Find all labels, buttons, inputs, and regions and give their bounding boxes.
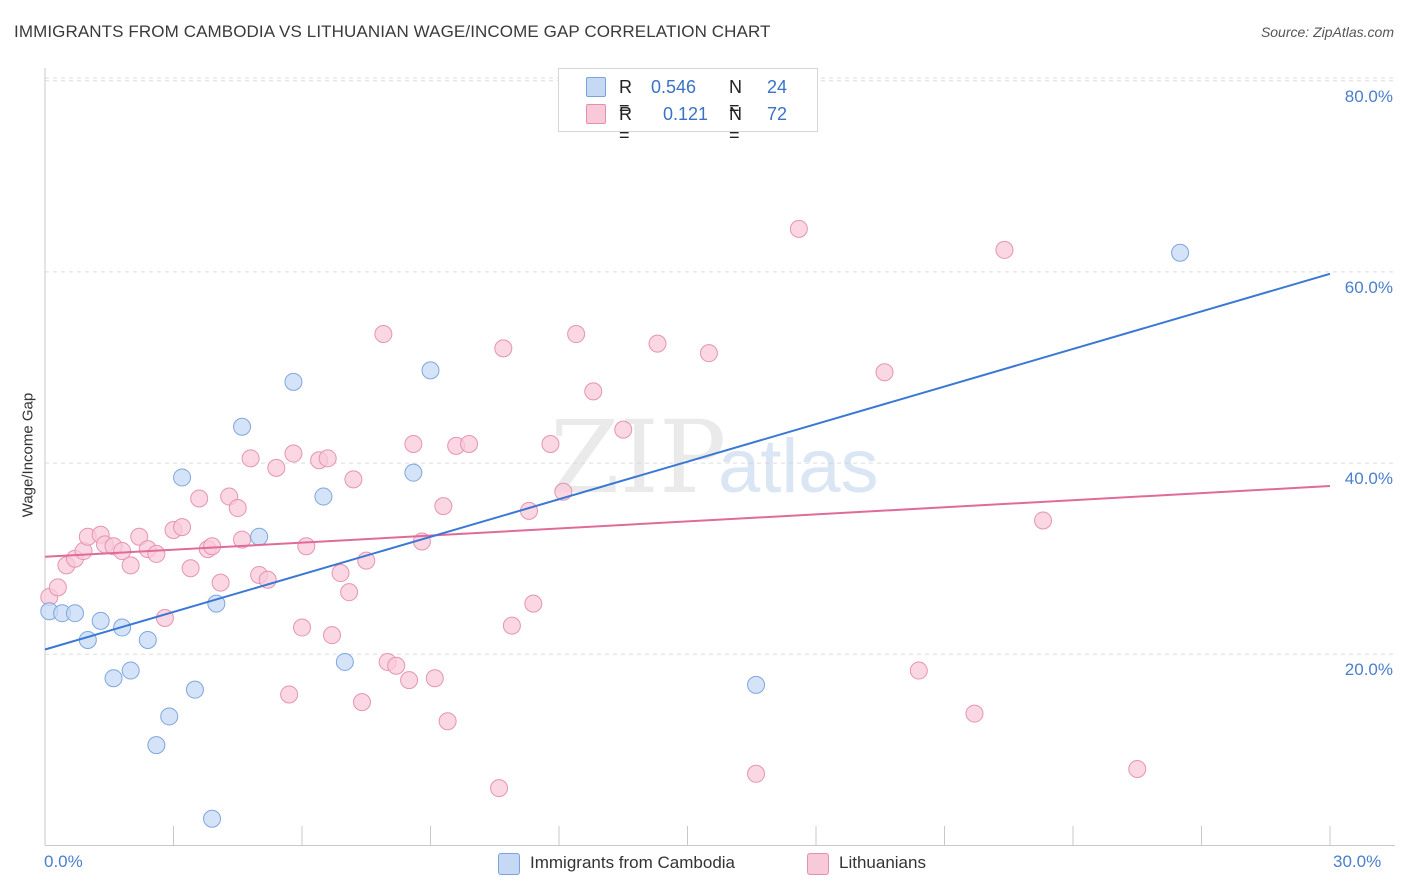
data-point-lithuanians (280, 685, 299, 704)
data-point-lithuanians (173, 518, 192, 537)
y-tick-label: 40.0% (1344, 469, 1393, 488)
data-point-lithuanians (520, 501, 539, 520)
data-point-lithuanians (267, 458, 286, 477)
legend-label: Lithuanians (839, 853, 926, 872)
data-point-cambodia (185, 680, 204, 699)
watermark-zip: ZIP (550, 399, 726, 516)
data-point-lithuanians (344, 470, 363, 489)
data-point-lithuanians (614, 420, 633, 439)
data-point-lithuanians (995, 240, 1014, 259)
data-point-cambodia (121, 661, 140, 680)
data-point-lithuanians (460, 434, 479, 453)
trend-line-lithuanians (44, 485, 1331, 558)
data-point-lithuanians (502, 616, 521, 635)
r-value: 0.121 (663, 104, 709, 124)
data-point-cambodia (404, 463, 423, 482)
data-point-lithuanians (318, 449, 337, 468)
n-label: N = (729, 104, 742, 145)
y-tick-label: 20.0% (1344, 660, 1393, 679)
data-point-lithuanians (567, 325, 586, 344)
legend-swatch-blue (586, 77, 606, 97)
data-point-lithuanians (181, 559, 200, 578)
n-label: N = (729, 77, 742, 118)
stats-legend: R = 0.546 N = 24 R = 0.121 N = 72 (558, 68, 818, 145)
n-value: 24 (767, 77, 788, 97)
y-tick-label: 80.0% (1344, 87, 1393, 106)
data-point-lithuanians (322, 626, 341, 645)
data-point-lithuanians (699, 344, 718, 363)
data-point-lithuanians (331, 564, 350, 583)
r-label: R = (619, 77, 632, 118)
data-point-cambodia (284, 372, 303, 391)
r-value: 0.546 (651, 77, 697, 97)
data-point-lithuanians (352, 693, 371, 712)
data-point-lithuanians (241, 449, 260, 468)
legend-label: Immigrants from Cambodia (530, 853, 736, 872)
data-point-lithuanians (909, 661, 928, 680)
source-label: Source: ZipAtlas.com (1260, 24, 1394, 40)
data-point-lithuanians (1128, 760, 1147, 779)
data-point-cambodia (314, 487, 333, 506)
data-point-cambodia (1171, 243, 1190, 262)
data-point-lithuanians (211, 573, 230, 592)
data-point-lithuanians (789, 219, 808, 238)
data-point-lithuanians (400, 671, 419, 690)
data-point-lithuanians (113, 542, 132, 561)
data-point-lithuanians (233, 530, 252, 549)
n-value: 72 (767, 104, 788, 124)
data-point-lithuanians (875, 363, 894, 382)
data-point-lithuanians (284, 444, 303, 463)
legend-swatch-pink (807, 853, 829, 875)
data-point-lithuanians (297, 537, 316, 556)
data-point-cambodia (160, 707, 179, 726)
data-point-lithuanians (965, 704, 984, 723)
data-point-lithuanians (130, 527, 149, 546)
data-point-lithuanians (438, 712, 457, 731)
data-point-lithuanians (228, 499, 247, 518)
data-point-lithuanians (387, 656, 406, 675)
data-point-lithuanians (425, 669, 444, 688)
legend-swatch-blue (498, 853, 520, 875)
data-point-lithuanians (48, 578, 67, 597)
data-point-lithuanians (584, 382, 603, 401)
data-point-cambodia (173, 468, 192, 487)
data-point-cambodia (138, 630, 157, 649)
data-point-cambodia (91, 611, 110, 630)
chart-title: IMMIGRANTS FROM CAMBODIA VS LITHUANIAN W… (14, 22, 771, 41)
data-point-lithuanians (747, 764, 766, 783)
data-point-lithuanians (293, 618, 311, 637)
data-point-lithuanians (404, 434, 423, 453)
data-point-lithuanians (190, 489, 209, 508)
data-point-cambodia (147, 736, 166, 755)
r-label: R = (619, 104, 632, 145)
data-point-cambodia (207, 594, 226, 613)
data-point-lithuanians (147, 544, 166, 563)
data-point-cambodia (104, 669, 123, 688)
data-point-cambodia (335, 652, 354, 671)
data-point-lithuanians (374, 325, 393, 344)
data-point-lithuanians (541, 434, 560, 453)
data-point-cambodia (421, 361, 440, 380)
x-tick-label: 30.0% (1333, 852, 1382, 871)
trend-line-cambodia (44, 272, 1331, 651)
data-point-cambodia (203, 809, 222, 828)
data-point-lithuanians (648, 334, 667, 353)
data-point-cambodia (747, 675, 766, 694)
data-point-lithuanians (434, 497, 453, 516)
data-point-cambodia (65, 604, 84, 623)
x-tick-label: 0.0% (44, 852, 83, 871)
y-tick-label: 60.0% (1344, 278, 1393, 297)
data-point-lithuanians (524, 594, 543, 613)
data-point-lithuanians (340, 583, 359, 602)
watermark-atlas: atlas (718, 424, 879, 509)
data-point-lithuanians (494, 339, 513, 358)
legend-swatch-pink (586, 104, 606, 124)
data-point-lithuanians (121, 556, 140, 575)
data-point-cambodia (78, 630, 97, 649)
data-point-cambodia (250, 527, 269, 546)
data-point-lithuanians (490, 779, 509, 798)
data-point-cambodia (233, 417, 252, 436)
data-point-lithuanians (1034, 511, 1053, 530)
